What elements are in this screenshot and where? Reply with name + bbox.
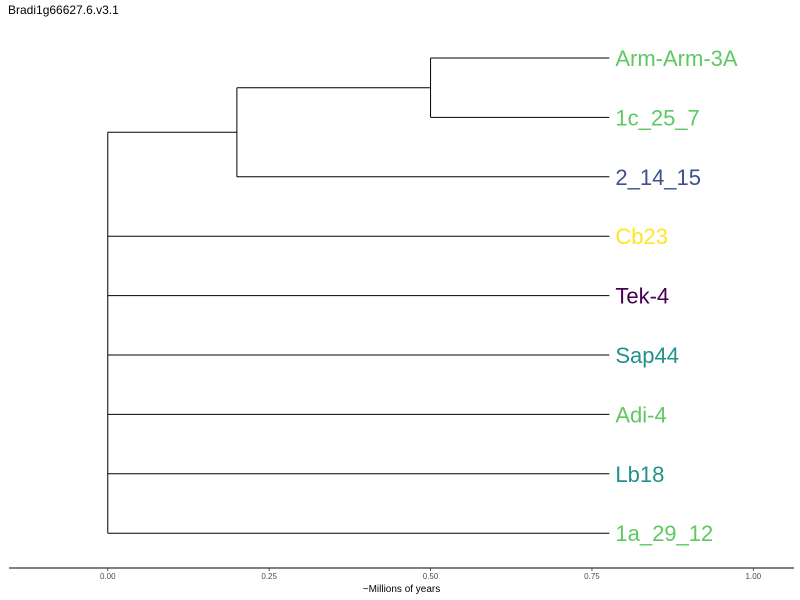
tip-label: Adi-4 (615, 402, 666, 427)
x-tick-label: 1.00 (746, 572, 762, 581)
tip-label: 2_14_15 (615, 165, 701, 190)
tip-label: Lb18 (615, 462, 664, 487)
x-axis-ticks: 0.00 0.25 0.50 0.75 1.00 (100, 568, 762, 581)
x-tick-label: 0.00 (100, 572, 116, 581)
x-tick-label: 0.75 (584, 572, 600, 581)
tip-labels: Arm-Arm-3A 1c_25_7 2_14_15 Cb23 Tek-4 Sap44 Ad… (615, 46, 738, 546)
tip-label: Arm-Arm-3A (615, 46, 738, 71)
tip-label: Cb23 (615, 224, 668, 249)
x-axis-title: ~Millions of years (363, 584, 441, 595)
x-tick-label: 0.50 (423, 572, 439, 581)
branches (107, 57, 610, 534)
tip-label: Tek-4 (615, 284, 669, 309)
tip-label: 1a_29_12 (615, 521, 713, 546)
x-axis: 0.00 0.25 0.50 0.75 1.00 ~Millions of years (9, 567, 794, 595)
gene-title: Bradi1g66627.6.v3.1 (8, 3, 119, 17)
tip-label: 1c_25_7 (615, 105, 699, 130)
tip-label: Sap44 (615, 343, 679, 368)
x-tick-label: 0.25 (261, 572, 277, 581)
